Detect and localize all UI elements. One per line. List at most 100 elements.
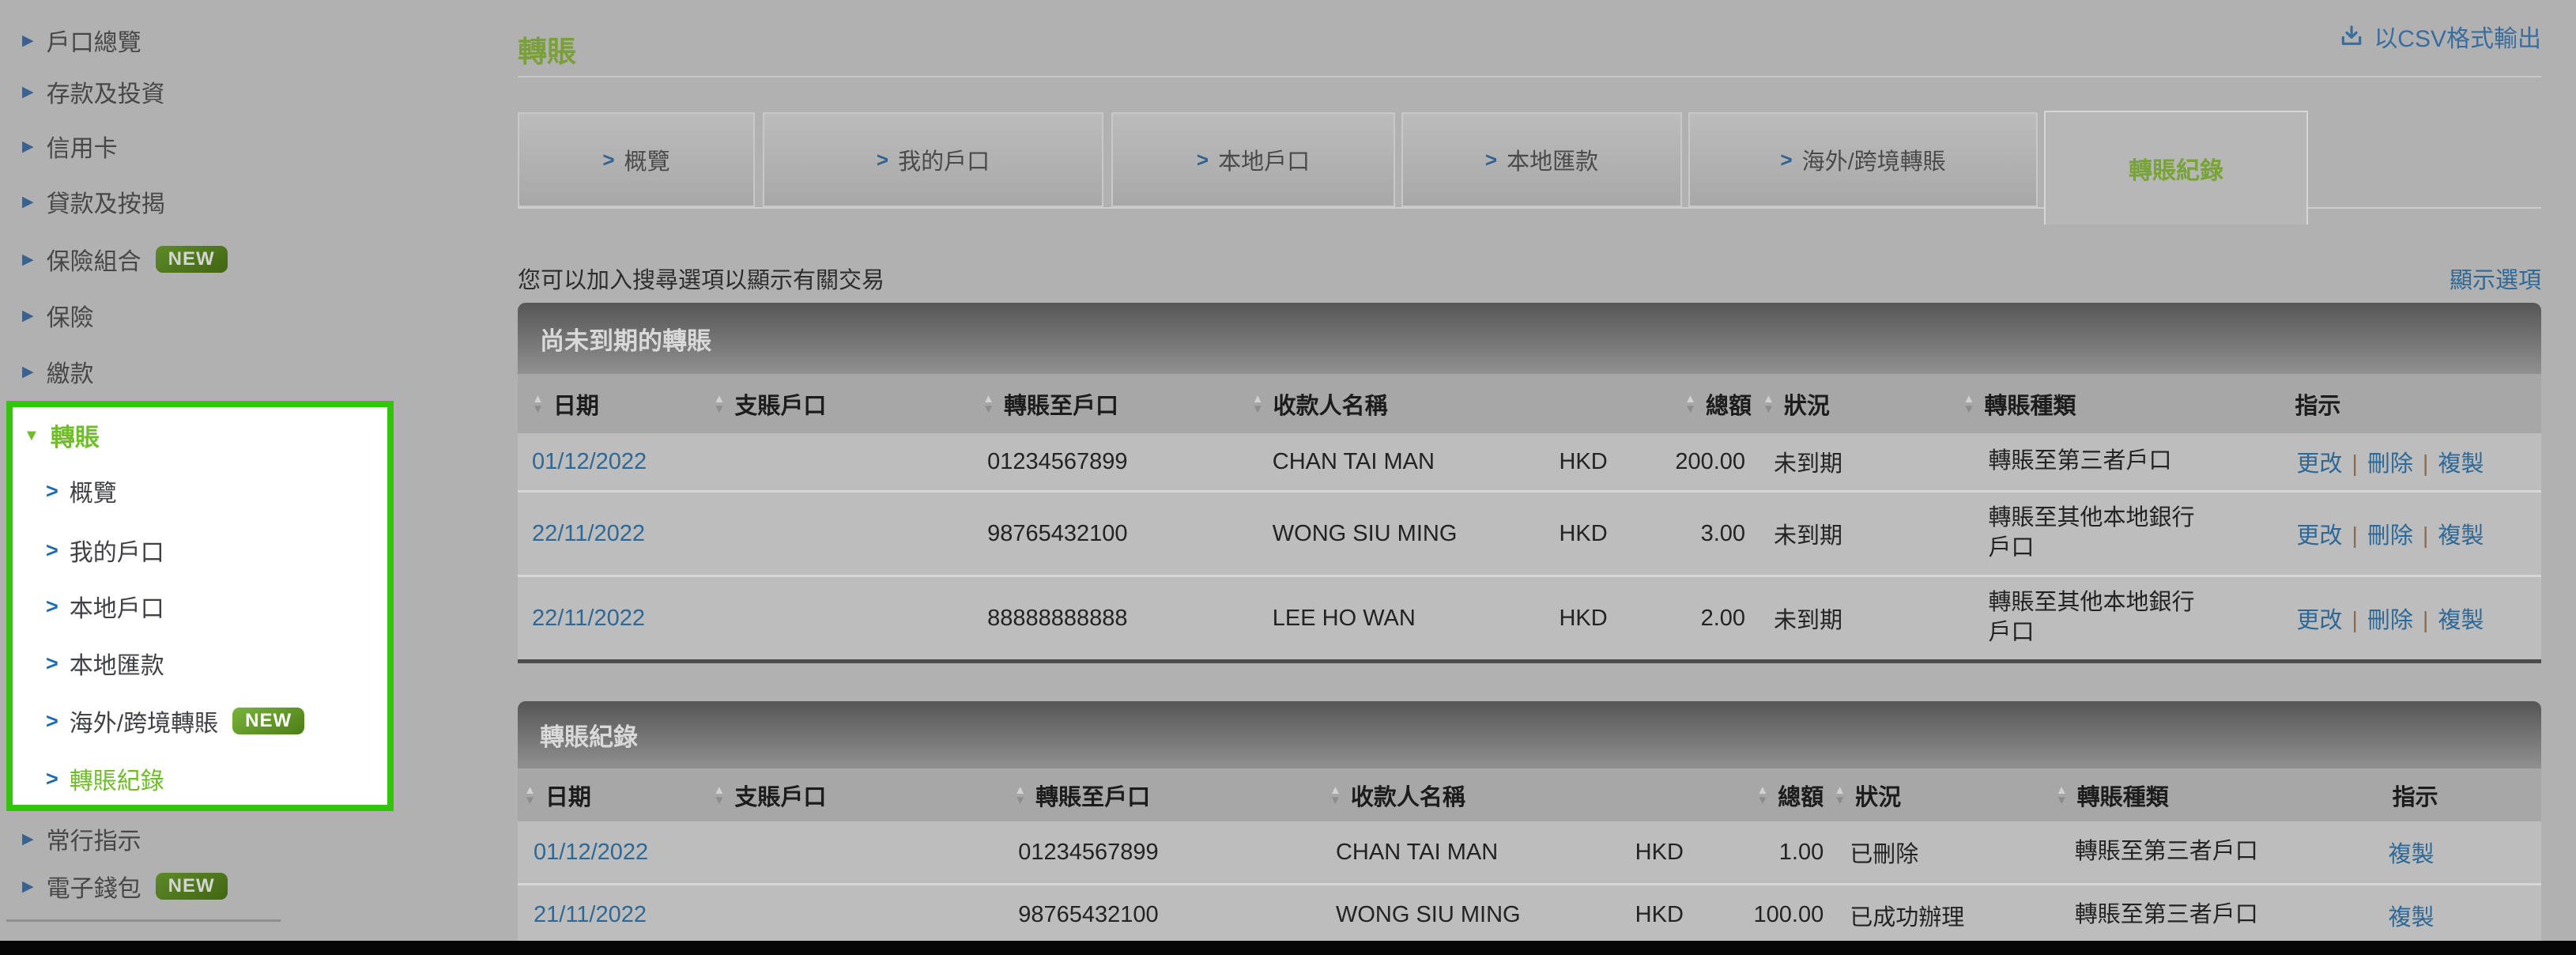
payee-cell: WONG SIU MING bbox=[1325, 883, 1611, 945]
tab-overview[interactable]: > 概覽 bbox=[518, 112, 755, 207]
edit-link[interactable]: 更改 bbox=[2296, 451, 2343, 477]
col-to-account[interactable]: ▲ ▼ 轉賬至戶口 bbox=[981, 374, 1250, 433]
col-action: 指示 bbox=[2378, 768, 2541, 821]
sidebar-item-deposits-investments[interactable]: ▶ 存款及投資 bbox=[22, 74, 165, 109]
to-account-cell: 98765432100 bbox=[981, 490, 1250, 576]
copy-link[interactable]: 複製 bbox=[2438, 608, 2484, 633]
copy-link[interactable]: 複製 bbox=[2388, 842, 2435, 867]
col-to-account[interactable]: ▲ ▼ 轉賬至戶口 bbox=[1013, 768, 1326, 821]
date-link[interactable]: 21/11/2022 bbox=[534, 902, 647, 927]
chevron-right-icon: > bbox=[46, 766, 58, 791]
table-row: 22/11/2022 88888888888 LEE HO WAN HKD 2.0… bbox=[518, 575, 2541, 662]
sidebar-item-transfer-local-remittance[interactable]: > 本地匯款 bbox=[46, 646, 164, 681]
search-hint-row: 您可以加入搜尋選項以顯示有關交易 顯示選項 bbox=[518, 262, 2541, 295]
show-options-link[interactable]: 顯示選項 bbox=[2449, 268, 2541, 293]
date-link[interactable]: 01/12/2022 bbox=[534, 839, 649, 865]
col-date[interactable]: ▲ ▼ 日期 bbox=[518, 768, 712, 821]
sidebar-item-label: 常行指示 bbox=[46, 829, 141, 855]
delete-link[interactable]: 刪除 bbox=[2367, 608, 2413, 633]
col-type[interactable]: ▲ ▼ 轉賬種類 bbox=[2054, 768, 2379, 821]
debit-account-cell bbox=[711, 575, 982, 662]
page-title: 轉賬 bbox=[518, 35, 576, 68]
copy-link[interactable]: 複製 bbox=[2438, 451, 2484, 477]
sidebar-item-loans-mortgage[interactable]: ▶ 貸款及按揭 bbox=[22, 184, 165, 219]
tab-transfer-history[interactable]: 轉賬紀錄 bbox=[2044, 111, 2308, 225]
transfer-history-table: ▲ ▼ 日期 ▲ ▼ 支賬戶口 ▲ ▼ 轉賬至戶口 ▲ ▼ 收款人名稱 ▲ ▼ bbox=[518, 768, 2541, 945]
collapsed-arrow-icon: ▶ bbox=[22, 83, 34, 100]
tab-local-remittance[interactable]: > 本地匯款 bbox=[1401, 112, 1682, 207]
date-link[interactable]: 22/11/2022 bbox=[532, 605, 645, 631]
sidebar-item-e-wallet[interactable]: ▶ 電子錢包 NEW bbox=[22, 869, 228, 904]
sidebar-item-transfer-my-accounts[interactable]: > 我的戶口 bbox=[46, 533, 164, 568]
sidebar-item-account-overview[interactable]: ▶ 戶口總覽 bbox=[22, 23, 141, 58]
col-debit-account[interactable]: ▲ ▼ 支賬戶口 bbox=[711, 768, 1013, 821]
debit-account-cell bbox=[711, 821, 1013, 885]
edit-link[interactable]: 更改 bbox=[2296, 523, 2343, 549]
col-payee[interactable]: ▲ ▼ 收款人名稱 bbox=[1250, 374, 1532, 433]
section-title: 尚未到期的轉賬 bbox=[540, 327, 711, 355]
sidebar-item-transfer-local-accounts[interactable]: > 本地戶口 bbox=[46, 589, 164, 624]
copy-link[interactable]: 複製 bbox=[2388, 904, 2435, 930]
sidebar-item-transfer-overview[interactable]: > 概覽 bbox=[46, 474, 117, 508]
tab-label: 概覽 bbox=[624, 149, 670, 175]
tab-label: 海外/跨境轉賬 bbox=[1801, 149, 1946, 175]
tab-baseline bbox=[518, 207, 2541, 209]
tab-local-accounts[interactable]: > 本地戶口 bbox=[1111, 112, 1395, 207]
col-date[interactable]: ▲ ▼ 日期 bbox=[518, 374, 712, 433]
sidebar-item-transfer-history[interactable]: > 轉賬紀錄 bbox=[46, 761, 164, 796]
col-type[interactable]: ▲ ▼ 轉賬種類 bbox=[1959, 374, 2284, 433]
new-badge: NEW bbox=[232, 708, 305, 734]
sidebar-divider bbox=[6, 919, 281, 922]
sort-icon: ▲ ▼ bbox=[983, 391, 994, 416]
currency: HKD bbox=[1635, 902, 1684, 927]
sort-icon: ▲ ▼ bbox=[1756, 783, 1769, 807]
sidebar-item-transfer-overseas[interactable]: > 海外/跨境轉賬 NEW bbox=[46, 704, 305, 738]
sort-icon: ▲ ▼ bbox=[532, 391, 544, 416]
pending-transfers-table: ▲ ▼ 日期 ▲ ▼ 支賬戶口 ▲ ▼ 轉賬至戶口 ▲ ▼ 收款人名稱 ▲ ▼ bbox=[518, 374, 2541, 663]
transfer-history-section: 轉賬紀錄 ▲ ▼ 日期 ▲ ▼ 支賬戶口 bbox=[518, 701, 2541, 945]
sidebar-item-standing-instructions[interactable]: ▶ 常行指示 bbox=[22, 821, 141, 856]
sidebar-item-credit-card[interactable]: ▶ 信用卡 bbox=[22, 129, 118, 164]
payee-cell: LEE HO WAN bbox=[1250, 575, 1532, 662]
sidebar-item-transfer[interactable]: ▼ 轉賬 bbox=[24, 417, 100, 453]
col-status[interactable]: ▲ ▼ 狀況 bbox=[1832, 768, 2054, 821]
tab-bar: > 概覽 > 我的戶口 > 本地戶口 > 本地匯款 > 海外/跨境轉賬 轉賬紀錄 bbox=[518, 111, 2541, 225]
currency: HKD bbox=[1559, 605, 1608, 631]
col-status[interactable]: ▲ ▼ 狀況 bbox=[1761, 374, 1959, 433]
sidebar-item-label: 信用卡 bbox=[46, 136, 118, 162]
payee-cell: CHAN TAI MAN bbox=[1325, 821, 1611, 885]
download-icon bbox=[2342, 25, 2362, 45]
col-amount[interactable]: ▲ ▼ 總額 bbox=[1531, 374, 1762, 433]
search-hint: 您可以加入搜尋選項以顯示有關交易 bbox=[518, 268, 885, 293]
to-account-cell: 01234567899 bbox=[1013, 821, 1326, 885]
sidebar-item-insurance-portfolio[interactable]: ▶ 保險組合 NEW bbox=[22, 242, 228, 277]
date-link[interactable]: 01/12/2022 bbox=[532, 448, 647, 474]
chevron-right-icon: > bbox=[1484, 148, 1498, 172]
section-title-bar: 尚未到期的轉賬 bbox=[518, 303, 2541, 374]
edit-link[interactable]: 更改 bbox=[2296, 608, 2343, 633]
sort-icon: ▲ ▼ bbox=[1834, 783, 1846, 807]
col-amount[interactable]: ▲ ▼ 總額 bbox=[1610, 768, 1833, 821]
to-account-cell: 88888888888 bbox=[981, 575, 1250, 662]
delete-link[interactable]: 刪除 bbox=[2367, 523, 2413, 549]
to-account-cell: 98765432100 bbox=[1013, 883, 1326, 945]
sort-icon: ▲ ▼ bbox=[1329, 783, 1341, 807]
col-payee[interactable]: ▲ ▼ 收款人名稱 bbox=[1325, 768, 1611, 821]
chevron-right-icon: > bbox=[46, 478, 58, 503]
table-row: 22/11/2022 98765432100 WONG SIU MING HKD… bbox=[518, 490, 2541, 576]
sort-icon: ▲ ▼ bbox=[713, 783, 726, 807]
type-cell: 轉賬至第三者戶口 bbox=[2074, 839, 2258, 865]
collapsed-arrow-icon: ▶ bbox=[22, 251, 34, 268]
export-csv-button[interactable]: 以CSV格式輸出 bbox=[2339, 19, 2541, 54]
date-link[interactable]: 22/11/2022 bbox=[532, 520, 645, 546]
tab-my-accounts[interactable]: > 我的戶口 bbox=[763, 112, 1103, 207]
tab-overseas-transfer[interactable]: > 海外/跨境轉賬 bbox=[1688, 112, 2038, 207]
delete-link[interactable]: 刪除 bbox=[2367, 451, 2413, 477]
sidebar-item-bill-payment[interactable]: ▶ 繳款 bbox=[22, 354, 94, 389]
debit-account-cell bbox=[711, 433, 982, 492]
sidebar-item-insurance[interactable]: ▶ 保險 bbox=[22, 298, 94, 333]
col-debit-account[interactable]: ▲ ▼ 支賬戶口 bbox=[711, 374, 982, 433]
to-account-cell: 01234567899 bbox=[981, 433, 1250, 492]
debit-account-cell bbox=[711, 883, 1013, 945]
copy-link[interactable]: 複製 bbox=[2438, 523, 2484, 549]
